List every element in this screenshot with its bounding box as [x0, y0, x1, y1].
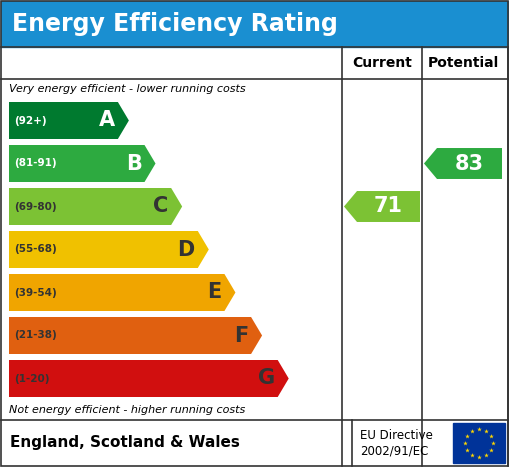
Bar	[1, 1, 508, 47]
Text: (21-38): (21-38)	[14, 331, 56, 340]
Polygon shape	[9, 317, 262, 354]
Text: England, Scotland & Wales: England, Scotland & Wales	[10, 436, 240, 451]
Polygon shape	[344, 191, 420, 222]
Text: (1-20): (1-20)	[14, 374, 49, 383]
Polygon shape	[9, 102, 129, 139]
Text: D: D	[178, 240, 195, 260]
Polygon shape	[9, 360, 289, 397]
Text: B: B	[126, 154, 142, 174]
Text: Potential: Potential	[428, 56, 499, 70]
Text: (69-80): (69-80)	[14, 201, 56, 212]
Text: A: A	[99, 111, 115, 130]
Text: (39-54): (39-54)	[14, 288, 56, 297]
Text: 83: 83	[455, 154, 484, 174]
Text: EU Directive
2002/91/EC: EU Directive 2002/91/EC	[360, 429, 433, 457]
Text: Not energy efficient - higher running costs: Not energy efficient - higher running co…	[9, 405, 245, 415]
Text: (81-91): (81-91)	[14, 158, 56, 169]
Polygon shape	[9, 188, 182, 225]
Polygon shape	[9, 274, 236, 311]
Text: (92+): (92+)	[14, 115, 47, 126]
Polygon shape	[9, 231, 209, 268]
Text: Very energy efficient - lower running costs: Very energy efficient - lower running co…	[9, 84, 246, 94]
Text: E: E	[207, 283, 221, 303]
Polygon shape	[9, 145, 156, 182]
Text: Energy Efficiency Rating: Energy Efficiency Rating	[12, 12, 338, 36]
Polygon shape	[424, 148, 502, 179]
Bar	[453, 423, 505, 463]
Text: (55-68): (55-68)	[14, 245, 56, 255]
Text: 71: 71	[374, 197, 403, 217]
Text: C: C	[153, 197, 168, 217]
Text: Current: Current	[352, 56, 412, 70]
Text: G: G	[258, 368, 275, 389]
Text: F: F	[234, 325, 248, 346]
